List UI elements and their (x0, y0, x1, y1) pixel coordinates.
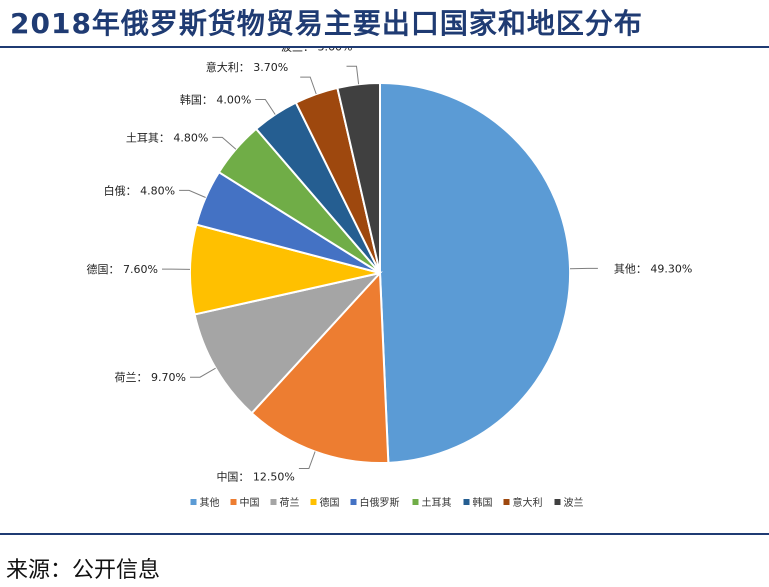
source-note: 来源：公开信息 (6, 558, 161, 583)
legend-label-5: 白俄罗斯 (360, 496, 400, 509)
leader-line-5 (179, 189, 206, 198)
footer-divider (0, 533, 769, 535)
data-label-3: 荷兰： 9.70% (115, 371, 186, 384)
pie-slice-1 (379, 81, 572, 464)
data-label-7: 韩国： 4.00% (180, 93, 251, 107)
legend-swatch-1 (190, 499, 197, 505)
legend-swatch-3 (270, 499, 277, 505)
legend-label-2: 中国 (240, 496, 260, 509)
data-label-2: 中国： 12.50% (216, 471, 294, 484)
data-label-5: 白俄： 4.80% (104, 183, 175, 197)
leader-line-7 (255, 99, 276, 115)
legend-swatch-9 (554, 499, 561, 505)
leader-line-2 (298, 451, 316, 469)
legend-label-4: 德国 (320, 496, 340, 509)
legend-label-8: 意大利 (513, 496, 543, 509)
data-label-4: 德国： 7.60% (87, 262, 158, 276)
data-label-9: 波兰： 3.60% (281, 48, 352, 53)
leader-line-3 (190, 367, 216, 378)
legend-label-9: 波兰 (564, 496, 584, 509)
data-label-1: 其他： 49.30% (614, 262, 692, 275)
pie-slice-9 (336, 81, 381, 274)
data-label-6: 土耳其： 4.80% (126, 131, 208, 144)
legend-swatch-4 (310, 499, 317, 505)
title-divider (0, 46, 769, 48)
legend-swatch-8 (503, 499, 510, 505)
pie-slice-2 (250, 270, 390, 464)
pie-chart: 其他： 49.30% 中国： 12.50% 荷兰： 9.70% 德国： 7.60% 白俄… (0, 40, 769, 532)
legend: 其他 中国 荷兰 德国 白俄罗斯 土耳其 韩国 意大利 波兰 (190, 496, 584, 509)
legend-swatch-7 (463, 499, 470, 505)
leader-line-8 (300, 76, 317, 95)
legend-label-3: 荷兰 (280, 496, 300, 509)
pie-slice-3 (193, 271, 383, 415)
legend-swatch-6 (412, 499, 419, 505)
legend-label-7: 韩国 (473, 496, 493, 509)
legend-label-1: 其他 (200, 496, 220, 509)
data-label-8: 意大利： 3.70% (206, 60, 288, 74)
chart-title: 2018年俄罗斯货物贸易主要出口国家和地区分布 (10, 7, 643, 40)
leader-line-9 (346, 65, 360, 85)
legend-label-6: 土耳其 (422, 496, 452, 509)
pie-chart-svg: 其他： 49.30% 中国： 12.50% 荷兰： 9.70% 德国： 7.60% 白俄… (87, 40, 693, 509)
legend-swatch-2 (230, 499, 237, 505)
leader-line-6 (212, 136, 237, 150)
legend-swatch-5 (350, 499, 357, 505)
